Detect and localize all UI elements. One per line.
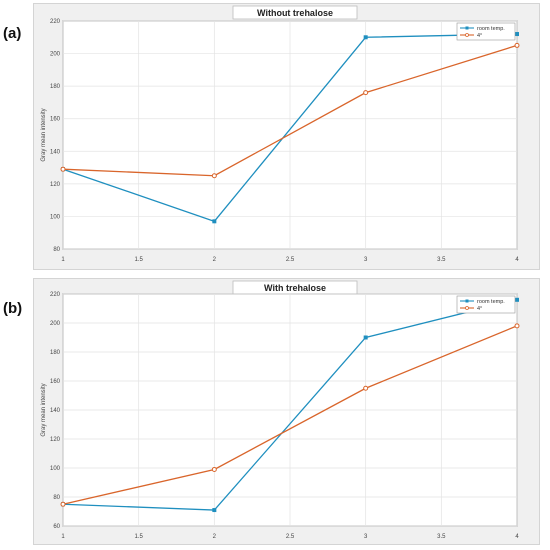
y-tick-label: 100 (50, 214, 61, 220)
x-tick-label: 2.5 (286, 257, 295, 263)
legend-box (456, 295, 516, 314)
data-point-square (363, 335, 368, 340)
x-tick-label: 2.5 (286, 534, 295, 540)
x-tick-label: 1 (61, 534, 65, 540)
y-tick-label: 200 (50, 321, 61, 327)
y-tick-label: 80 (53, 247, 60, 253)
x-tick-label: 1 (61, 257, 65, 263)
legend-label: room temp. (477, 299, 505, 305)
data-point-circle (514, 323, 520, 329)
legend-label: room temp. (477, 26, 505, 32)
data-point-circle (60, 501, 66, 507)
chart-b: With trehalose 1 1.5 2 2.5 3 3.5 4 60 80 100 120 140… (41, 280, 520, 540)
data-point-circle (514, 42, 520, 48)
data-point-circle (60, 166, 66, 172)
series-line-1 (62, 33, 518, 223)
y-tick-label: 180 (50, 350, 61, 356)
y-tick-label: 160 (50, 379, 61, 385)
chart-title: With trehalose (264, 283, 326, 293)
chart-a: Without trehalose 1 1.5 2 2.5 3 3.5 4 80 100 120 14… (41, 5, 520, 263)
data-point-circle (211, 173, 217, 179)
y-axis-label: Gray mean intensity (41, 108, 47, 161)
y-tick-label: 220 (50, 292, 61, 298)
x-tick-label: 1.5 (134, 257, 143, 263)
y-tick-label: 140 (50, 408, 61, 414)
legend-box (456, 22, 516, 41)
data-point-square (212, 508, 217, 513)
chart-panel-b: With trehalose 1 1.5 2 2.5 3 3.5 4 60 80 100 120 140… (0, 275, 550, 550)
legend-marker-circle (465, 33, 469, 37)
y-tick-label: 120 (50, 437, 61, 443)
x-tick-label: 3 (364, 534, 368, 540)
legend-label: 4° (477, 33, 482, 39)
x-tick-label: 2 (213, 257, 217, 263)
y-tick-label: 80 (53, 495, 60, 501)
y-tick-label: 100 (50, 466, 61, 472)
chart-title: Without trehalose (257, 8, 333, 18)
y-tick-label: 160 (50, 117, 61, 123)
panel-label-a: (a) (3, 25, 22, 42)
legend-marker-circle (465, 306, 469, 310)
chart-title-box (232, 5, 358, 20)
panel-label-b: (b) (3, 300, 23, 317)
y-tick-label: 60 (53, 524, 60, 530)
legend-marker-square (465, 299, 469, 303)
data-point-square (515, 32, 519, 37)
data-point-circle (363, 90, 369, 96)
y-tick-label: 120 (50, 182, 61, 188)
y-tick-label: 180 (50, 84, 61, 90)
x-tick-label: 4 (515, 534, 519, 540)
legend-label: 4° (477, 306, 482, 312)
y-axis-label: Gray mean intensity (41, 383, 47, 436)
legend-marker-square (465, 26, 469, 30)
series-line-2 (62, 325, 518, 505)
data-point-circle (211, 466, 217, 472)
x-tick-label: 4 (515, 257, 519, 263)
x-tick-label: 2 (213, 534, 217, 540)
series-line-1 (62, 299, 518, 511)
chart-panel-a: Without trehalose 1 1.5 2 2.5 3 3.5 4 80 100 120 14… (3, 3, 540, 270)
data-point-square (363, 35, 368, 40)
data-point-square (515, 297, 519, 302)
x-tick-label: 3 (364, 257, 368, 263)
y-tick-label: 200 (50, 52, 61, 58)
x-tick-label: 3.5 (437, 257, 446, 263)
data-point-circle (363, 385, 369, 391)
series-line-2 (62, 44, 518, 177)
x-tick-label: 1.5 (134, 534, 143, 540)
y-tick-label: 140 (50, 149, 61, 155)
data-point-square (212, 219, 217, 224)
x-tick-label: 3.5 (437, 534, 446, 540)
y-tick-label: 220 (50, 19, 61, 25)
